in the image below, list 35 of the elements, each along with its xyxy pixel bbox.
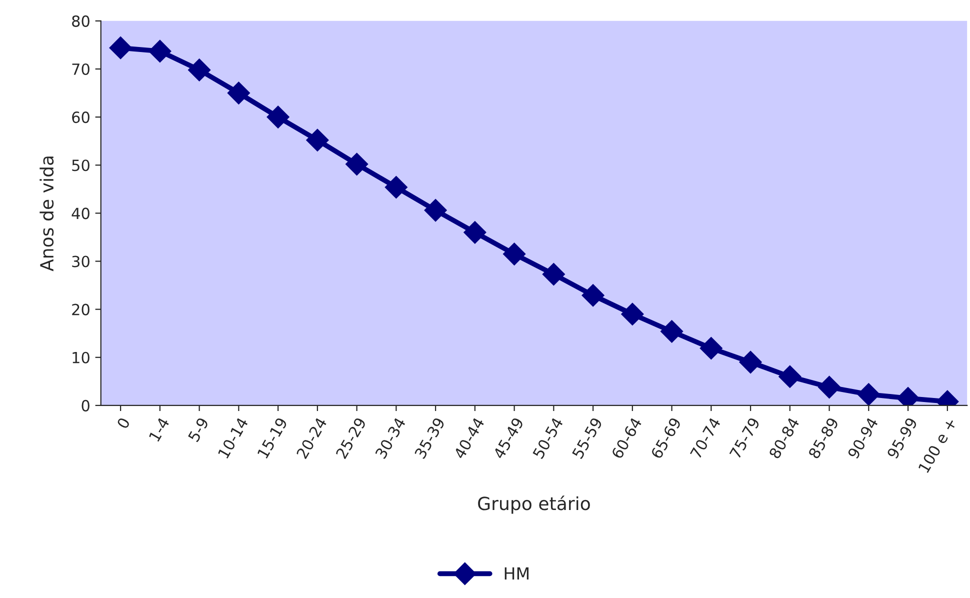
point — [109, 36, 132, 60]
point — [464, 221, 486, 244]
point — [818, 376, 841, 398]
x-tick-label: 5-9 — [188, 416, 210, 442]
point — [621, 302, 644, 326]
y-axis-title: Anos de vida — [40, 156, 54, 272]
y-tick-label: 30 — [72, 256, 90, 268]
point — [857, 383, 880, 406]
point — [582, 284, 604, 307]
legend-label: HM — [504, 567, 528, 580]
y-tick-label: 20 — [72, 304, 90, 316]
x-tick-label: 1-4 — [148, 416, 170, 442]
y-tick-label: 80 — [72, 15, 90, 27]
point — [778, 365, 802, 388]
point — [739, 350, 762, 374]
point — [306, 128, 329, 152]
y-tick-label: 0 — [82, 400, 90, 412]
point — [227, 82, 250, 104]
x-axis-title: Grupo etário — [478, 496, 590, 514]
y-tick-label: 70 — [72, 63, 90, 76]
point — [148, 40, 172, 63]
point — [424, 198, 447, 222]
point — [345, 152, 368, 176]
point — [542, 262, 565, 286]
point — [660, 320, 684, 343]
point — [188, 58, 211, 82]
y-tick-label: 50 — [72, 160, 90, 172]
y-tick-label: 60 — [72, 112, 90, 124]
point — [700, 336, 722, 360]
y-tick-label: 40 — [72, 208, 90, 220]
y-tick-label: 10 — [72, 352, 90, 364]
point — [266, 106, 290, 128]
point — [502, 242, 526, 266]
point — [384, 176, 408, 199]
x-tick-label: 0 — [116, 416, 130, 430]
